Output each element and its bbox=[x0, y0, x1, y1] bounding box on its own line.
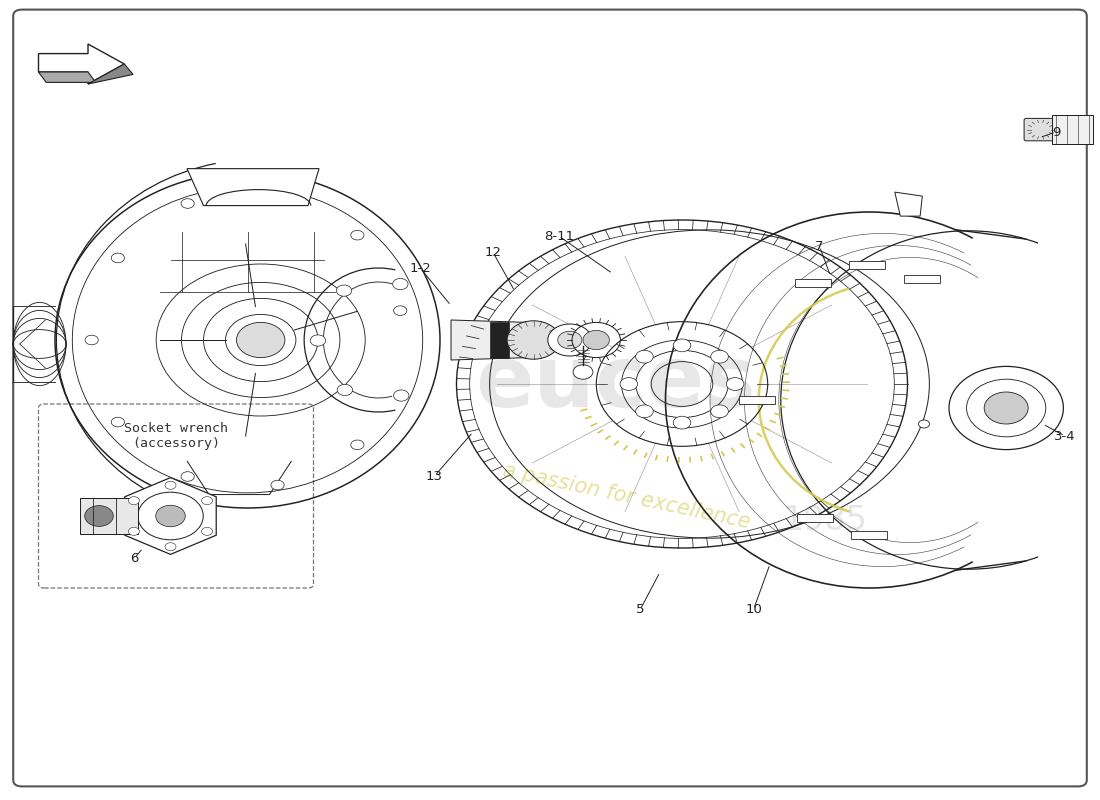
Circle shape bbox=[711, 350, 728, 363]
Circle shape bbox=[393, 278, 408, 290]
Circle shape bbox=[573, 365, 593, 379]
Circle shape bbox=[726, 378, 744, 390]
Circle shape bbox=[129, 527, 140, 535]
Circle shape bbox=[85, 506, 113, 526]
Circle shape bbox=[201, 497, 212, 505]
Circle shape bbox=[984, 392, 1028, 424]
Circle shape bbox=[918, 420, 930, 428]
Circle shape bbox=[310, 335, 326, 346]
Circle shape bbox=[394, 306, 407, 315]
Circle shape bbox=[583, 330, 609, 350]
Circle shape bbox=[636, 350, 653, 363]
Circle shape bbox=[507, 321, 560, 359]
Circle shape bbox=[182, 472, 195, 482]
Circle shape bbox=[182, 198, 195, 208]
Circle shape bbox=[558, 331, 582, 349]
Polygon shape bbox=[124, 478, 217, 554]
Text: 5: 5 bbox=[636, 603, 645, 616]
Polygon shape bbox=[39, 72, 96, 82]
Circle shape bbox=[111, 418, 124, 427]
Polygon shape bbox=[187, 169, 319, 206]
FancyBboxPatch shape bbox=[13, 10, 1087, 786]
Circle shape bbox=[673, 339, 691, 352]
Text: 10: 10 bbox=[745, 603, 762, 616]
Circle shape bbox=[967, 379, 1046, 437]
Text: 3-4: 3-4 bbox=[1054, 430, 1076, 442]
Circle shape bbox=[548, 324, 592, 356]
Circle shape bbox=[129, 497, 140, 505]
Polygon shape bbox=[80, 498, 138, 534]
Circle shape bbox=[949, 366, 1064, 450]
Text: 9: 9 bbox=[1052, 126, 1060, 138]
Circle shape bbox=[351, 230, 364, 240]
Circle shape bbox=[236, 322, 285, 358]
Bar bbox=[490, 322, 509, 358]
Polygon shape bbox=[796, 514, 833, 522]
Circle shape bbox=[165, 542, 176, 550]
Text: 1-2: 1-2 bbox=[409, 262, 431, 274]
Circle shape bbox=[711, 405, 728, 418]
Text: a passion for excellence: a passion for excellence bbox=[502, 460, 752, 532]
FancyBboxPatch shape bbox=[39, 404, 313, 588]
Circle shape bbox=[636, 405, 653, 418]
Text: Socket wrench
(accessory): Socket wrench (accessory) bbox=[124, 422, 228, 450]
Text: 6: 6 bbox=[130, 552, 139, 565]
Text: 12: 12 bbox=[484, 246, 502, 258]
Polygon shape bbox=[795, 279, 832, 287]
Text: 13: 13 bbox=[426, 470, 443, 482]
Circle shape bbox=[156, 506, 185, 526]
Text: 8-11: 8-11 bbox=[543, 230, 574, 242]
Polygon shape bbox=[88, 64, 133, 84]
Circle shape bbox=[673, 416, 691, 429]
Circle shape bbox=[338, 384, 353, 395]
Polygon shape bbox=[39, 44, 124, 84]
Circle shape bbox=[85, 335, 98, 345]
FancyBboxPatch shape bbox=[1024, 118, 1072, 141]
Text: 7: 7 bbox=[815, 240, 824, 253]
Circle shape bbox=[337, 285, 352, 296]
Circle shape bbox=[111, 253, 124, 262]
Polygon shape bbox=[451, 320, 528, 360]
Circle shape bbox=[620, 378, 638, 390]
Bar bbox=[1052, 115, 1093, 144]
Circle shape bbox=[351, 440, 364, 450]
Text: 1985: 1985 bbox=[782, 503, 868, 537]
Polygon shape bbox=[739, 396, 776, 404]
Polygon shape bbox=[851, 531, 888, 539]
Text: euces: euces bbox=[475, 342, 757, 426]
Circle shape bbox=[165, 482, 176, 490]
Circle shape bbox=[394, 390, 409, 401]
Polygon shape bbox=[849, 261, 886, 269]
Polygon shape bbox=[904, 275, 940, 283]
Circle shape bbox=[271, 190, 284, 200]
Polygon shape bbox=[894, 192, 922, 216]
Circle shape bbox=[201, 527, 212, 535]
Circle shape bbox=[271, 480, 284, 490]
